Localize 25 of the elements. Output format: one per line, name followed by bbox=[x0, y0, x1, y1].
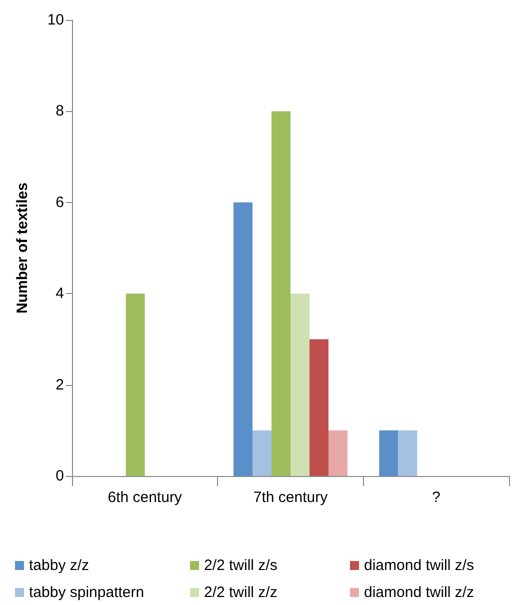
y-tick-label: 2 bbox=[56, 376, 64, 394]
x-tick-label: 6th century bbox=[108, 489, 182, 506]
y-axis-title: Number of textiles bbox=[14, 182, 31, 314]
bar bbox=[234, 202, 252, 476]
legend-label: diamond twill z/s bbox=[364, 557, 474, 574]
x-tick-label: ? bbox=[432, 489, 440, 506]
bar bbox=[290, 294, 310, 476]
bar bbox=[272, 111, 290, 476]
y-tick-label: 10 bbox=[47, 12, 64, 28]
legend-label: 2/2 twill z/z bbox=[204, 584, 278, 601]
bar bbox=[310, 339, 328, 476]
bar bbox=[126, 294, 145, 476]
y-tick-label: 0 bbox=[56, 468, 64, 484]
x-tick-label: 7th century bbox=[253, 489, 328, 506]
legend-label: diamond twill z/z bbox=[364, 584, 474, 601]
y-tick-label: 8 bbox=[56, 102, 64, 120]
legend-label: tabby spinpattern bbox=[29, 584, 144, 601]
legend-label: 2/2 twill z/s bbox=[204, 557, 278, 574]
bar bbox=[379, 430, 398, 476]
bar bbox=[328, 430, 348, 476]
y-tick-label: 4 bbox=[56, 285, 64, 302]
bar bbox=[252, 430, 272, 476]
bar bbox=[398, 430, 418, 476]
legend-label: tabby z/z bbox=[29, 557, 90, 574]
y-tick-label: 6 bbox=[56, 194, 64, 211]
